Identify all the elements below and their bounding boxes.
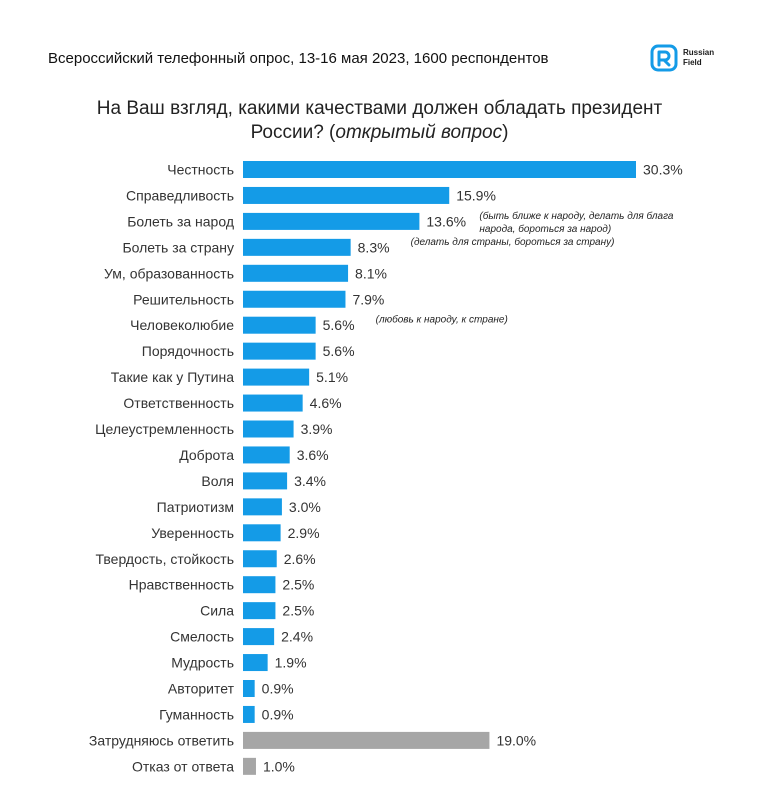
bar <box>243 576 276 594</box>
annotation-note: (быть ближе к народу, делать для блага <box>479 210 674 222</box>
logo-line-2: Field <box>683 58 702 67</box>
category-label: Ум, образованность <box>104 265 234 281</box>
value-label: 4.6% <box>310 395 342 411</box>
bar <box>243 705 255 723</box>
value-label: 2.5% <box>282 603 314 619</box>
category-label: Доброта <box>179 447 234 463</box>
value-label: 13.6% <box>426 213 466 229</box>
question-line-2: России? (открытый вопрос) <box>0 121 759 145</box>
bar <box>243 368 310 386</box>
category-label: Болеть за страну <box>122 239 234 255</box>
category-label: Твердость, стойкость <box>95 551 234 567</box>
value-label: 7.9% <box>352 291 384 307</box>
category-label: Нравственность <box>129 577 234 593</box>
value-label: 8.1% <box>355 265 387 281</box>
category-label: Воля <box>201 473 234 489</box>
category-label: Уверенность <box>151 525 234 541</box>
bar <box>243 186 450 204</box>
category-label: Целеустремленность <box>95 421 234 437</box>
value-label: 15.9% <box>456 187 496 203</box>
bar <box>243 264 349 282</box>
value-label: 0.9% <box>262 681 294 697</box>
question-line-1: На Ваш взгляд, какими качествами должен … <box>96 98 663 119</box>
chart-question: На Ваш взгляд, какими качествами должен … <box>0 97 759 145</box>
value-label: 5.6% <box>323 343 355 359</box>
value-label: 5.1% <box>316 369 348 385</box>
category-label: Болеть за народ <box>127 213 234 229</box>
bar <box>243 342 316 360</box>
bar <box>243 316 316 334</box>
question-line-2-italic: открытый вопрос <box>335 122 503 143</box>
value-label: 30.3% <box>643 162 683 178</box>
category-label: Смелость <box>170 629 234 645</box>
category-label: Порядочность <box>142 343 234 359</box>
category-label: Гуманность <box>159 706 234 722</box>
bar <box>243 498 282 516</box>
category-label: Ответственность <box>123 395 234 411</box>
category-label: Честность <box>167 162 234 178</box>
category-label: Мудрость <box>171 655 234 671</box>
category-label: Такие как у Путина <box>111 369 234 385</box>
bar <box>243 602 276 620</box>
bar <box>243 290 346 308</box>
value-label: 2.9% <box>288 525 320 541</box>
bar <box>243 472 288 490</box>
annotation-note: (делать для страны, бороться за страну) <box>411 236 615 248</box>
bar <box>243 628 275 646</box>
value-label: 3.6% <box>297 447 329 463</box>
category-label: Сила <box>200 603 234 619</box>
bar <box>243 161 636 178</box>
bar <box>243 212 420 230</box>
question-line-2-close: ) <box>502 122 509 143</box>
value-label: 3.0% <box>289 499 321 515</box>
value-label: 1.9% <box>275 655 307 671</box>
logo-line-1: Russian <box>683 48 715 57</box>
category-label: Отказ от ответа <box>132 758 234 774</box>
value-label: 2.5% <box>282 577 314 593</box>
value-label: 19.0% <box>496 732 536 748</box>
value-label: 8.3% <box>358 239 390 255</box>
value-label: 2.6% <box>284 551 316 567</box>
value-label: 3.9% <box>301 421 333 437</box>
category-label: Затрудняюсь ответить <box>89 732 234 748</box>
value-label: 0.9% <box>262 706 294 722</box>
category-label: Решительность <box>133 291 234 307</box>
annotation-note: народа, бороться за народ) <box>479 223 611 235</box>
bar <box>243 238 351 256</box>
bar <box>243 680 255 697</box>
value-label: 5.6% <box>323 317 355 333</box>
russian-field-logo: Russian Field <box>650 44 714 72</box>
category-label: Справедливость <box>126 187 234 203</box>
bar <box>243 550 277 568</box>
survey-info: Всероссийский телефонный опрос, 13-16 ма… <box>48 50 549 67</box>
bar <box>243 654 268 672</box>
category-label: Человеколюбие <box>130 317 234 333</box>
logo-mark-icon <box>650 44 678 72</box>
bar <box>243 731 490 749</box>
value-label: 1.0% <box>263 758 295 774</box>
bar <box>243 524 281 542</box>
category-label: Патриотизм <box>157 499 234 515</box>
question-line-2-text: России? ( <box>250 122 336 143</box>
bar <box>243 420 294 438</box>
annotation-note: (любовь к народу, к стране) <box>376 314 508 326</box>
value-label: 3.4% <box>294 473 326 489</box>
value-label: 2.4% <box>281 629 313 645</box>
bar <box>243 394 303 412</box>
bar <box>243 446 290 464</box>
category-label: Авторитет <box>168 681 235 697</box>
bar <box>243 757 256 775</box>
